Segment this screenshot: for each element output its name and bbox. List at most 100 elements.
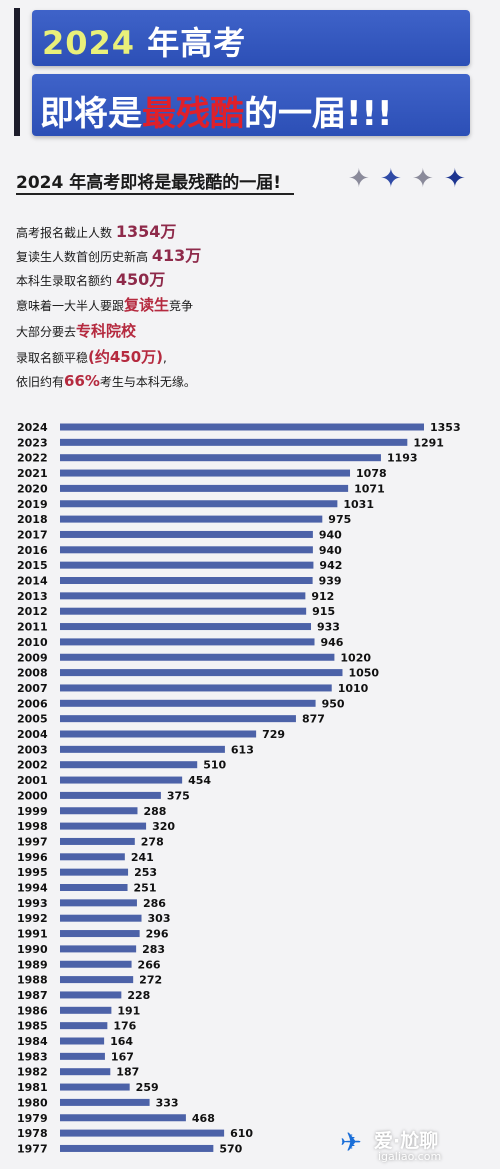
bar-value-label: 176 — [113, 1020, 136, 1033]
title-line-1: 2024 年高考 — [42, 18, 246, 64]
title-highlight: 最残酷 — [142, 94, 244, 134]
year-tick-label: 2012 — [17, 605, 48, 618]
star-icon: ✦ — [348, 164, 370, 194]
bar — [60, 699, 316, 707]
fact-text: 录取名额平稳 — [16, 351, 89, 365]
bar — [60, 1083, 130, 1091]
year-tick-label: 1980 — [17, 1096, 48, 1109]
bar — [60, 684, 332, 692]
bar — [60, 607, 307, 615]
year-tick-label: 1990 — [17, 943, 48, 956]
bar — [60, 976, 134, 984]
bar-value-label: 510 — [203, 759, 226, 772]
bar — [60, 960, 132, 968]
bar-value-label: 933 — [317, 621, 340, 634]
year-tick-label: 1996 — [17, 851, 48, 864]
title-line-1-rest: 年高考 — [135, 24, 247, 62]
bar-value-label: 283 — [142, 943, 165, 956]
bar-value-label: 259 — [136, 1081, 159, 1094]
year-tick-label: 1999 — [17, 805, 48, 818]
year-tick-label: 1985 — [17, 1020, 48, 1033]
watermark-url: igaliao.com — [378, 1150, 442, 1163]
bar-value-label: 1193 — [387, 452, 418, 465]
bar-value-label: 454 — [188, 774, 211, 787]
year-tick-label: 1986 — [17, 1004, 48, 1017]
bar — [60, 945, 137, 953]
fact-admissions: 本科生录取名额约 450万 — [16, 266, 165, 290]
bar-value-label: 877 — [302, 713, 325, 726]
fact-text: 大部分要去 — [16, 325, 77, 339]
year-tick-label: 2008 — [17, 667, 48, 680]
year-tick-label: 2014 — [17, 575, 48, 588]
bar — [60, 868, 129, 876]
year-tick-label: 2015 — [17, 559, 48, 572]
year-tick-label: 1994 — [17, 882, 48, 895]
bar — [60, 1144, 214, 1152]
bar-value-label: 191 — [117, 1004, 140, 1017]
subtitle-underline — [16, 193, 294, 195]
bar-value-label: 1078 — [356, 467, 387, 480]
watermark: ✈ 爱·尬聊 igaliao.com — [340, 1126, 490, 1166]
bar-value-label: 912 — [311, 590, 334, 603]
title-year: 2024 — [42, 24, 136, 62]
title-line-2: 即将是最残酷的一届!!! — [40, 86, 393, 135]
fact-highlight: 66% — [64, 372, 100, 390]
bar — [60, 653, 335, 661]
year-tick-label: 2006 — [17, 697, 48, 710]
bar-value-label: 288 — [143, 805, 166, 818]
year-tick-label: 2019 — [17, 498, 48, 511]
title-banner-bottom: 即将是最残酷的一届!!! — [32, 74, 470, 136]
year-tick-label: 1989 — [17, 958, 48, 971]
bar-value-label: 286 — [143, 897, 166, 910]
fact-competition: 意味着一大半人要跟复读生竞争 — [16, 294, 193, 315]
fact-text: 竞争 — [169, 299, 194, 313]
bar — [60, 1037, 105, 1045]
bar — [60, 991, 122, 999]
bar — [60, 837, 135, 845]
bar-value-label: 1071 — [354, 482, 385, 495]
bar-value-label: 278 — [141, 835, 164, 848]
bar-value-label: 241 — [131, 851, 154, 864]
title-line-2-pre: 即将是 — [40, 94, 142, 134]
bar — [60, 592, 306, 600]
fact-registration: 高考报名截止人数 1354万 — [16, 218, 176, 242]
bar-value-label: 266 — [138, 958, 161, 971]
bar — [60, 438, 408, 446]
year-tick-label: 2016 — [17, 544, 48, 557]
bar — [60, 469, 351, 477]
bar — [60, 515, 323, 523]
star-icon: ✦ — [380, 164, 402, 194]
star-icon: ✦ — [444, 164, 466, 194]
bar-value-label: 333 — [156, 1096, 179, 1109]
year-tick-label: 2020 — [17, 482, 48, 495]
year-tick-label: 2010 — [17, 636, 48, 649]
year-tick-label: 2001 — [17, 774, 48, 787]
bar — [60, 822, 147, 830]
bar — [60, 1006, 112, 1014]
fact-label: 复读生人数首创历史新高 — [16, 250, 149, 264]
year-tick-label: 1978 — [17, 1127, 48, 1140]
exam-registration-bar-chart: 2024 1353 2023 1291 2022 1193 2021 1078 2020 1071… — [17, 421, 461, 1155]
bar — [60, 1022, 108, 1030]
bar — [60, 807, 138, 815]
year-tick-label: 1977 — [17, 1142, 48, 1155]
bar-value-label: 915 — [312, 605, 335, 618]
year-tick-label: 2002 — [17, 759, 48, 772]
runner-logo-icon: ✈ — [340, 1128, 362, 1158]
year-tick-label: 1997 — [17, 835, 48, 848]
fact-text: 考生与本科无缘。 — [99, 375, 196, 389]
bar — [60, 745, 225, 753]
bar-value-label: 296 — [146, 928, 169, 941]
year-tick-label: 2013 — [17, 590, 48, 603]
title-banner-top: 2024 年高考 — [32, 10, 470, 66]
bar — [60, 423, 424, 431]
bar — [60, 623, 312, 631]
bar-value-label: 375 — [167, 789, 190, 802]
bar — [60, 761, 198, 769]
bar-value-label: 1010 — [338, 682, 369, 695]
bar — [60, 546, 313, 554]
bar — [60, 715, 296, 723]
year-tick-label: 1984 — [17, 1035, 48, 1048]
fact-label: 本科生录取名额约 — [16, 274, 113, 288]
bar — [60, 1052, 105, 1060]
